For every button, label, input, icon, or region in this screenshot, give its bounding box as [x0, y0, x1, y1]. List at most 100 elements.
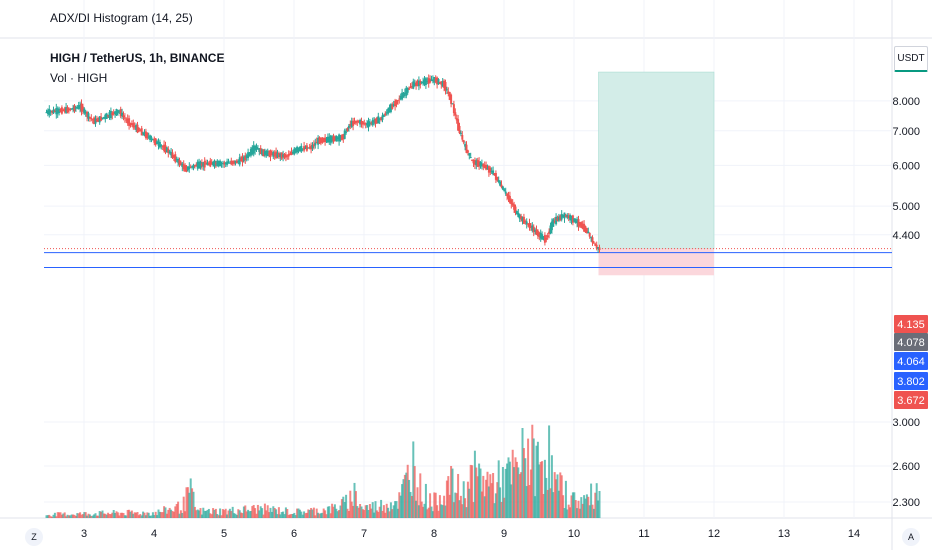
volume-bar [497, 460, 500, 518]
volume-bar [406, 464, 409, 518]
candle-body [45, 112, 48, 114]
volume-bar [455, 493, 458, 518]
candle-body [399, 95, 402, 100]
candle-body [360, 121, 363, 125]
candle-body [220, 162, 223, 165]
volume-bar [375, 510, 378, 518]
volume-bar [347, 511, 350, 518]
volume-bar [114, 513, 117, 518]
candle-body [122, 115, 125, 118]
candle-body [272, 152, 275, 157]
volume-bar [147, 512, 150, 518]
volume-bar [518, 474, 521, 518]
volume-bar [521, 428, 524, 518]
candle-body [394, 101, 397, 107]
volume-bar [517, 467, 520, 518]
candle-body [427, 78, 430, 84]
volume-bar [420, 501, 423, 518]
x-tick-label: 4 [151, 528, 157, 540]
volume-bar [417, 505, 420, 518]
volume-bar [336, 511, 339, 518]
volume-bar [567, 504, 570, 518]
timezone-button[interactable]: Z [25, 528, 43, 546]
volume-bar [308, 509, 311, 518]
volume-bar [311, 509, 314, 518]
candle-body [340, 135, 343, 140]
candle-body [314, 142, 317, 146]
x-tick-label: 3 [81, 528, 87, 540]
candle-body [325, 139, 328, 141]
candle-body [258, 148, 261, 152]
auto-scale-button[interactable]: A [902, 528, 920, 546]
volume-bar [212, 508, 215, 518]
volume-bar [244, 505, 247, 518]
candle-body [401, 92, 404, 100]
volume-bar [345, 494, 348, 518]
volume-bar [370, 508, 373, 518]
candle-body [450, 94, 453, 104]
volume-bar [451, 468, 454, 518]
price-label-value: 3.802 [897, 376, 925, 388]
candle-body [480, 163, 483, 167]
candle-body [207, 162, 210, 165]
volume-bar [163, 506, 166, 518]
volume-bar [408, 479, 411, 518]
candle-body [307, 147, 310, 149]
currency-button[interactable]: USDT [894, 46, 928, 72]
volume-bar [100, 511, 103, 518]
volume-bar [360, 506, 363, 518]
volume-bar [535, 445, 538, 518]
candle-body [198, 161, 201, 169]
volume-bar [486, 471, 489, 518]
volume-bar [377, 511, 380, 518]
volume-bar [359, 503, 362, 518]
candle-body [115, 109, 118, 116]
volume-bar [514, 457, 517, 518]
volume-bar [276, 514, 279, 518]
volume-bar [577, 500, 580, 518]
volume-bar [305, 512, 308, 518]
volume-bar [472, 502, 475, 518]
volume-bar [496, 482, 499, 518]
volume-bar [549, 488, 552, 518]
volume-bar [277, 507, 280, 518]
candle-body [504, 191, 507, 194]
candle-body [367, 121, 370, 128]
candle-body [240, 159, 243, 162]
volume-bar [388, 511, 391, 518]
candle-body [244, 155, 247, 160]
candle-body [398, 98, 401, 100]
volume-bar [569, 507, 572, 518]
candle-body [241, 156, 244, 163]
y-tick-label: 4.400 [892, 230, 920, 242]
candle-body [101, 117, 104, 119]
candle-body [381, 115, 384, 120]
candle-body [139, 130, 142, 132]
volume-bar [105, 514, 108, 518]
candle-body [419, 80, 422, 85]
candle-body [84, 111, 87, 114]
volume-bar [429, 493, 432, 518]
candle-body [191, 166, 194, 168]
volume-bar [368, 504, 371, 518]
candle-body [590, 237, 593, 239]
volume-bar [300, 511, 303, 518]
volume-bar [443, 495, 446, 518]
candle-body [483, 164, 486, 168]
candle-body [168, 151, 171, 154]
volume-bar [409, 491, 412, 518]
candle-body [374, 118, 377, 124]
volume-bar [531, 424, 534, 518]
volume-bar [49, 516, 52, 518]
volume-bar [350, 501, 353, 518]
volume-bar [63, 512, 66, 518]
volume-group [45, 424, 601, 518]
volume-bar [314, 515, 317, 518]
candle-body [492, 170, 495, 175]
candle-body [576, 220, 579, 223]
volume-bar [426, 509, 429, 518]
volume-bar [235, 514, 238, 518]
x-tick-label: 14 [848, 528, 860, 540]
candle-body [55, 108, 58, 115]
